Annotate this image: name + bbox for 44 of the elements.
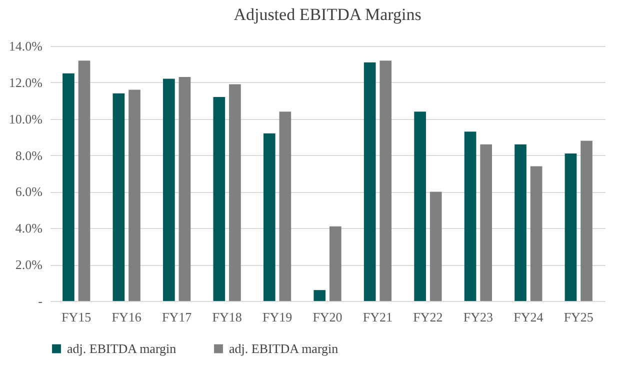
- x-tick-label: FY25: [564, 310, 594, 324]
- legend-label: adj. EBITDA margin: [229, 340, 339, 356]
- bar: [364, 62, 376, 301]
- y-tick-label: 12.0%: [8, 74, 43, 90]
- x-tick-label: FY20: [312, 310, 342, 324]
- bar: [213, 97, 226, 301]
- bar: [112, 93, 125, 301]
- y-tick-label: -: [38, 294, 42, 308]
- y-tick-label: 14.0%: [8, 38, 43, 54]
- bar: [128, 90, 140, 301]
- bar: [414, 112, 426, 301]
- y-tick-label: 8.0%: [15, 148, 43, 163]
- x-tick-label: FY18: [212, 310, 242, 324]
- x-tick-label: FY19: [262, 310, 292, 324]
- x-tick-label: FY24: [514, 310, 544, 324]
- y-tick-label: 2.0%: [15, 257, 43, 272]
- bar: [78, 60, 90, 301]
- bar: [314, 290, 326, 301]
- bar: [430, 192, 442, 301]
- chart-title: Adjusted EBITDA Margins: [234, 5, 422, 24]
- bar: [480, 144, 492, 301]
- bar: [380, 60, 392, 301]
- x-tick-label: FY16: [112, 310, 142, 324]
- bar: [62, 73, 74, 301]
- bar: [178, 76, 191, 301]
- bar: [530, 166, 542, 301]
- bar: [514, 144, 526, 301]
- legend-label: adj. EBITDA margin: [67, 340, 177, 356]
- bar: [464, 132, 476, 301]
- bar: [580, 140, 592, 301]
- y-tick-label: 4.0%: [15, 220, 43, 236]
- bar: [279, 112, 292, 301]
- y-tick-label: 10.0%: [8, 111, 43, 126]
- x-tick-label: FY21: [362, 310, 393, 324]
- bar: [564, 153, 577, 301]
- bar: [263, 133, 276, 301]
- x-tick-label: FY23: [463, 310, 493, 324]
- bar: [229, 84, 241, 301]
- x-tick-label: FY17: [162, 310, 192, 324]
- x-tick-label: FY15: [62, 310, 92, 324]
- bar: [329, 226, 342, 301]
- y-tick-label: 6.0%: [15, 184, 43, 200]
- bar: [163, 78, 175, 301]
- x-tick-label: FY22: [413, 310, 443, 324]
